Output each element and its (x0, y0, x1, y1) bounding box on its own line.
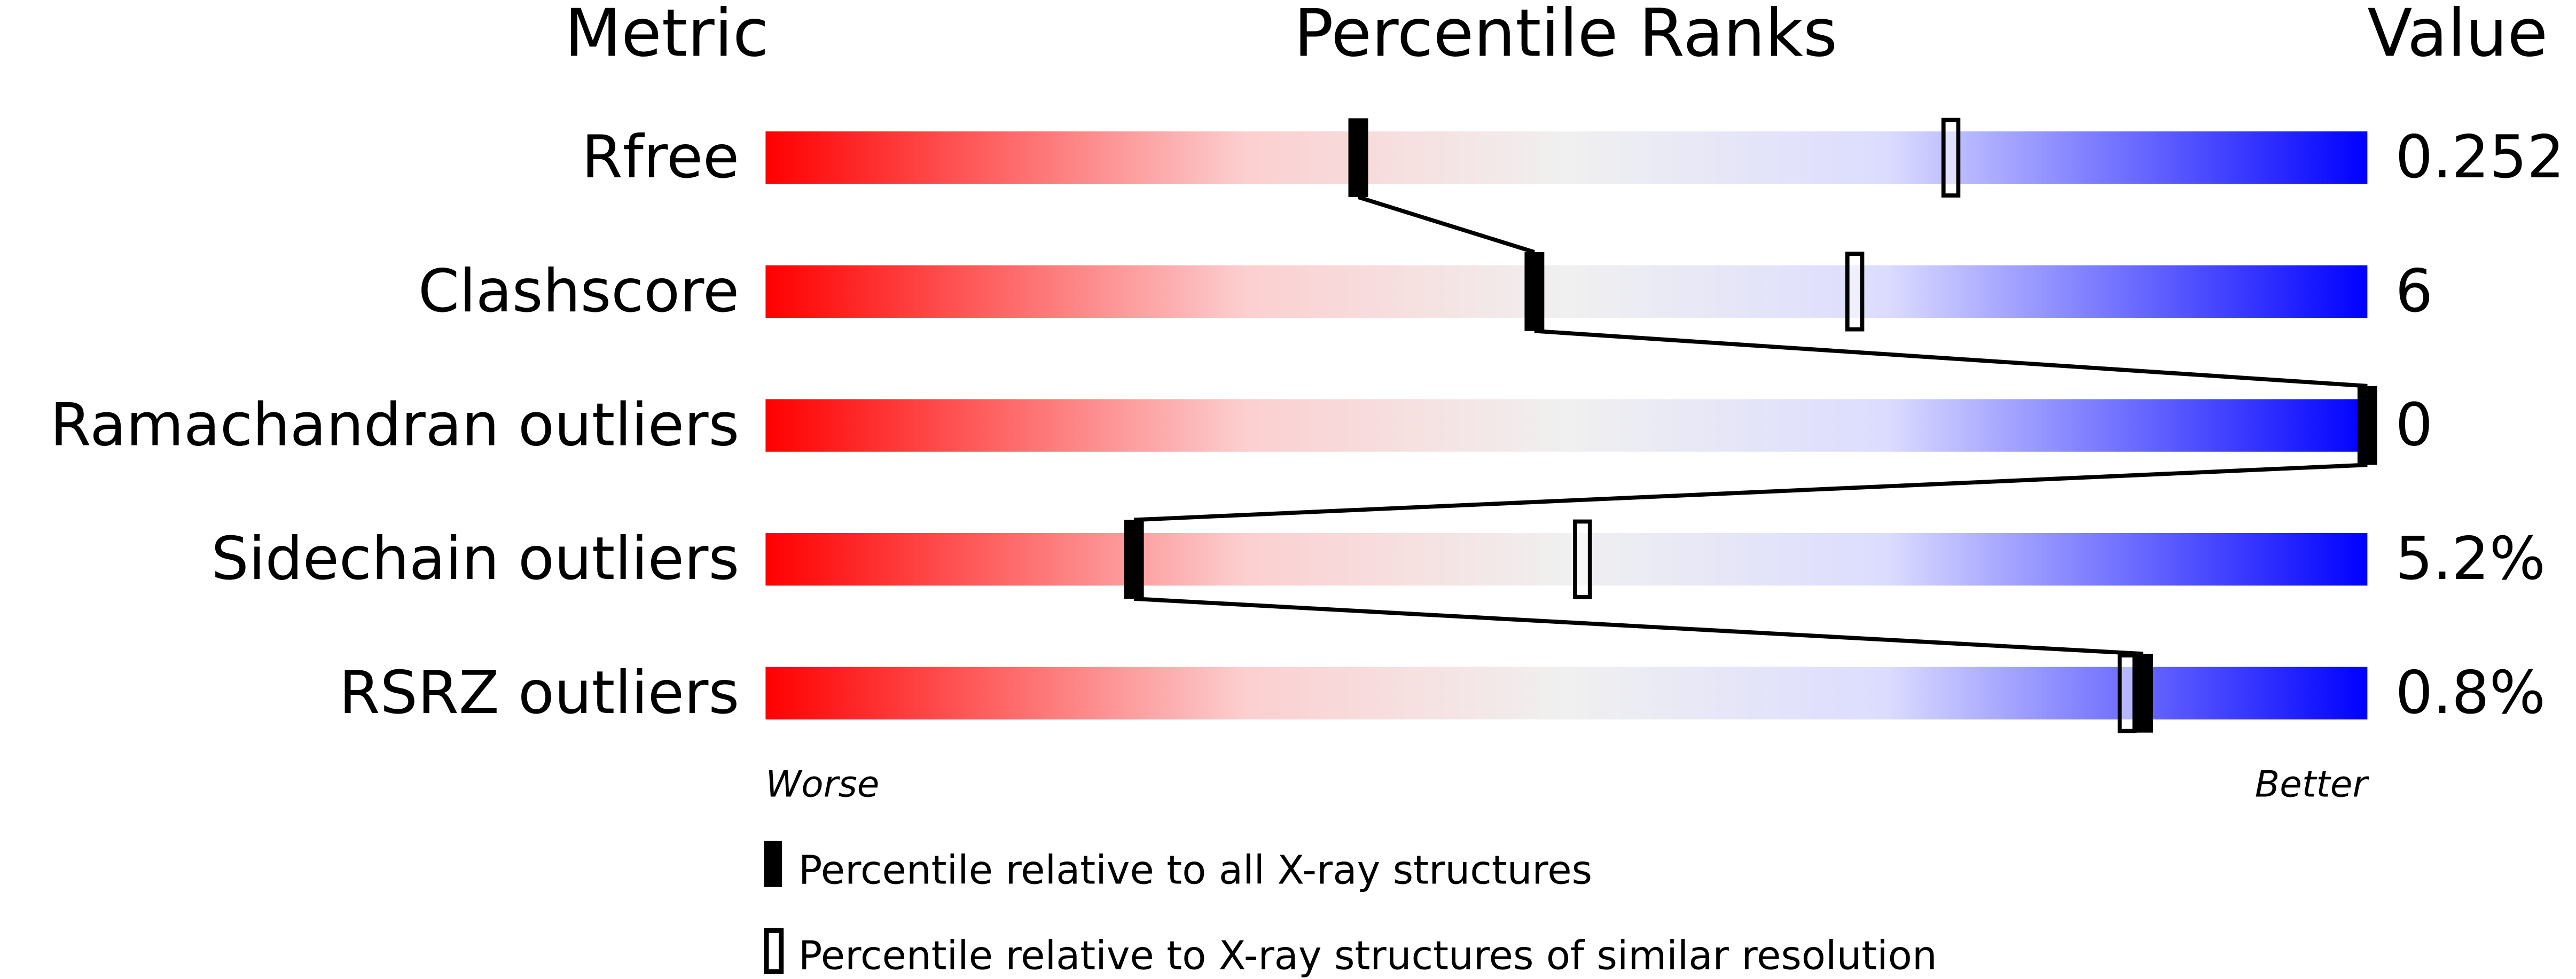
percentile-bar (765, 399, 2368, 452)
metric-value: 5.2% (2395, 524, 2546, 593)
legend-all-label: Percentile relative to all X-ray structu… (798, 848, 1592, 894)
header-value: Value (2367, 0, 2548, 72)
connector-line (1534, 328, 2368, 388)
metric-label: Clashscore (418, 257, 739, 326)
legend-similar-label: Percentile relative to X-ray structures … (798, 933, 1937, 979)
all-structures-marker (2357, 386, 2377, 465)
better-label: Better (2255, 763, 2370, 805)
percentile-bar (765, 131, 2368, 184)
metric-label: Sidechain outliers (211, 524, 739, 593)
metric-label: RSRZ outliers (339, 659, 739, 727)
similar-resolution-marker (2117, 653, 2137, 733)
header-metric: Metric (565, 0, 769, 72)
similar-resolution-marker (1573, 519, 1592, 599)
similar-resolution-marker (1845, 252, 1865, 332)
legend-all-marker (764, 841, 782, 887)
percentile-bar (765, 533, 2368, 586)
connector-line (1357, 195, 1536, 254)
metric-label: Ramachandran outliers (50, 390, 739, 459)
metric-value: 0.8% (2395, 659, 2546, 727)
connector-line (1133, 597, 2143, 656)
all-structures-marker (1124, 520, 1144, 599)
connector-line (1133, 463, 2368, 522)
legend-similar-marker (764, 928, 784, 974)
header-percentile-ranks: Percentile Ranks (1294, 0, 1838, 72)
percentile-bar (765, 265, 2368, 318)
percentile-bar (765, 667, 2368, 720)
all-structures-marker (1524, 252, 1545, 331)
similar-resolution-marker (1941, 118, 1961, 198)
metric-value: 6 (2395, 257, 2433, 326)
metric-label: Rfree (582, 123, 739, 192)
all-structures-marker (1348, 118, 1368, 198)
metric-value: 0 (2395, 390, 2433, 459)
all-structures-marker (2133, 654, 2153, 733)
metric-value: 0.252 (2395, 123, 2565, 192)
worse-label: Worse (765, 763, 879, 805)
